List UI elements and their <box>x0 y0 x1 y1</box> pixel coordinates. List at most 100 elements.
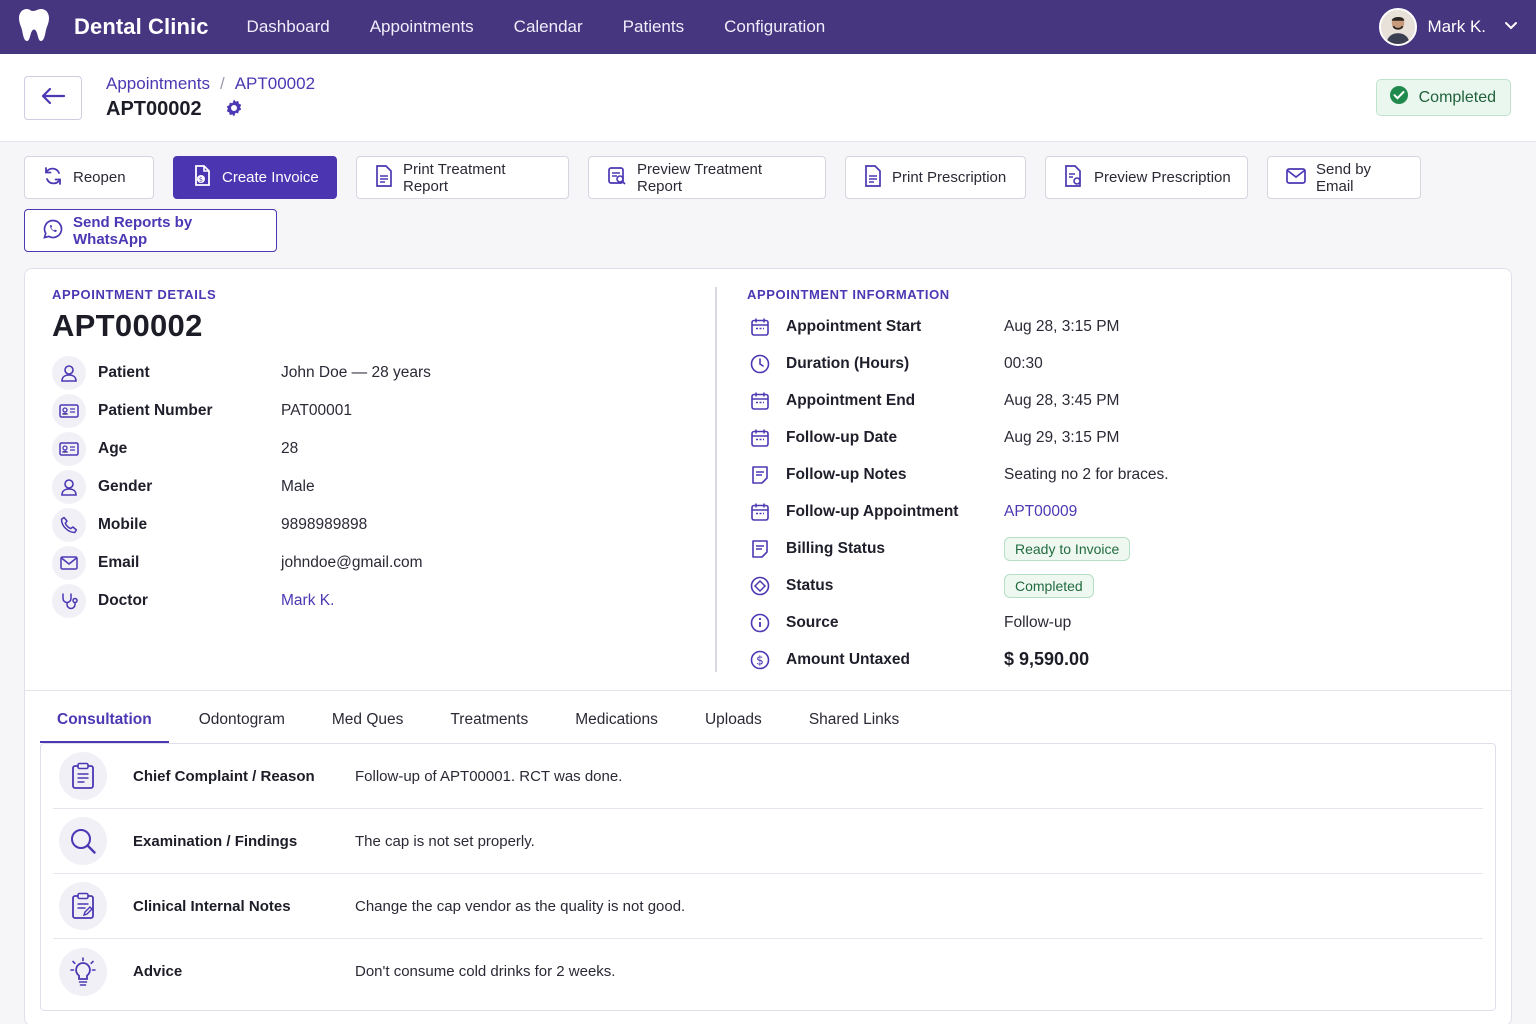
nav-dashboard[interactable]: Dashboard <box>246 17 330 36</box>
field-value: 28 <box>281 440 299 457</box>
top-navbar: Dental Clinic Dashboard Appointments Cal… <box>0 0 1536 54</box>
info-amount-untaxed: $ Amount Untaxed $ 9,590.00 <box>747 641 1511 678</box>
preview-treatment-report-button[interactable]: Preview Treatment Report <box>588 156 826 199</box>
svg-text:$: $ <box>756 653 764 667</box>
doctor-link[interactable]: Mark K. <box>281 592 335 609</box>
tab-uploads[interactable]: Uploads <box>704 711 762 728</box>
id-card-icon <box>52 394 86 428</box>
note-icon <box>747 536 773 562</box>
info-label: Appointment End <box>786 391 916 409</box>
info-value: Aug 29, 3:15 PM <box>1004 428 1120 446</box>
field-value: John Doe — 28 years <box>281 364 431 381</box>
dollar-icon: $ <box>747 647 773 673</box>
gear-icon[interactable] <box>224 98 244 122</box>
preview-document-icon <box>607 166 627 190</box>
consultation-value: Follow-up of APT00001. RCT was done. <box>355 767 623 785</box>
magnifier-icon <box>59 817 107 865</box>
send-by-email-button[interactable]: Send by Email <box>1267 156 1421 199</box>
info-follow-up-notes: Follow-up Notes Seating no 2 for braces. <box>747 456 1511 493</box>
tab-consultation[interactable]: Consultation <box>40 711 169 743</box>
mail-icon <box>52 546 86 580</box>
page-title: APT00002 <box>106 98 202 120</box>
create-invoice-label: Create Invoice <box>222 169 319 186</box>
chevron-down-icon[interactable] <box>1504 18 1518 36</box>
appointment-info-column: APPOINTMENT INFORMATION Appointment Star… <box>717 287 1511 690</box>
field-value[interactable]: johndoe@gmail.com <box>281 554 423 571</box>
consultation-label: Advice <box>133 963 183 980</box>
appointment-id: APT00002 <box>52 308 203 343</box>
tab-medications[interactable]: Medications <box>575 711 658 728</box>
field-value: 9898989898 <box>281 516 368 533</box>
field-label: Patient <box>98 364 150 381</box>
info-value: Aug 28, 3:15 PM <box>1004 317 1120 335</box>
consultation-row: Examination / Findings The cap is not se… <box>53 809 1483 874</box>
field-label: Patient Number <box>98 402 213 419</box>
field-doctor: Doctor Mark K. <box>52 582 715 620</box>
brand[interactable]: Dental Clinic <box>18 7 209 47</box>
reopen-button[interactable]: Reopen <box>24 156 154 199</box>
consultation-panel: Chief Complaint / Reason Follow-up of AP… <box>40 743 1496 1011</box>
mail-icon <box>1286 167 1306 188</box>
consultation-value: Change the cap vendor as the quality is … <box>355 897 686 915</box>
field-label: Doctor <box>98 592 148 609</box>
field-value: Male <box>281 478 315 495</box>
follow-up-appointment-link[interactable]: APT00009 <box>1004 502 1078 520</box>
consultation-label: Examination / Findings <box>133 832 298 850</box>
breadcrumb-separator: / <box>219 73 225 93</box>
appointment-details-column: APPOINTMENT DETAILS APT00002 Patient Joh… <box>25 287 717 672</box>
field-label: Age <box>98 440 128 457</box>
send-whatsapp-label: Send Reports by WhatsApp <box>73 213 193 248</box>
info-duration: Duration (Hours) 00:30 <box>747 345 1511 382</box>
info-follow-up-date: Follow-up Date Aug 29, 3:15 PM <box>747 419 1511 456</box>
tab-shared-links[interactable]: Shared Links <box>808 711 900 728</box>
consultation-row: Chief Complaint / Reason Follow-up of AP… <box>53 744 1483 809</box>
info-label: Status <box>786 576 834 594</box>
nav-appointments[interactable]: Appointments <box>369 17 474 36</box>
details-section: APPOINTMENT DETAILS APT00002 Patient Joh… <box>25 269 1511 691</box>
consultation-label: Clinical Internal Notes <box>133 897 291 915</box>
user-menu[interactable]: Mark K. <box>1379 8 1518 46</box>
consultation-value: The cap is not set properly. <box>355 832 535 850</box>
calendar-icon <box>747 499 773 525</box>
info-source: Source Follow-up <box>747 604 1511 641</box>
tab-odontogram[interactable]: Odontogram <box>198 711 285 728</box>
field-label: Mobile <box>98 516 148 533</box>
preview-prescription-button[interactable]: Preview Prescription <box>1045 156 1248 199</box>
breadcrumb: Appointments / APT00002 APT00002 <box>106 74 315 122</box>
avatar <box>1379 8 1418 46</box>
send-whatsapp-button[interactable]: Send Reports by WhatsApp <box>24 209 277 252</box>
consultation-row: Advice Don't consume cold drinks for 2 w… <box>53 939 1483 1004</box>
document-icon <box>864 164 882 191</box>
action-bar: Reopen $ Create Invoice Print Treatment … <box>0 142 1536 252</box>
breadcrumb-appointments[interactable]: Appointments <box>106 73 210 93</box>
document-icon <box>375 164 393 191</box>
print-prescription-label: Print Prescription <box>892 169 1007 186</box>
nav-configuration[interactable]: Configuration <box>724 17 826 36</box>
field-patient-number: Patient Number PAT00001 <box>52 392 715 430</box>
send-by-email-label: Send by Email <box>1316 160 1372 195</box>
info-label: Appointment Start <box>786 317 922 335</box>
info-icon <box>747 610 773 636</box>
create-invoice-button[interactable]: $ Create Invoice <box>173 156 337 199</box>
status-icon <box>747 573 773 599</box>
back-button[interactable] <box>24 75 82 120</box>
info-value: 00:30 <box>1004 354 1043 372</box>
print-treatment-report-button[interactable]: Print Treatment Report <box>356 156 569 199</box>
billing-status-badge: Ready to Invoice <box>1004 536 1131 561</box>
nav-calendar[interactable]: Calendar <box>513 17 583 36</box>
tab-med-ques[interactable]: Med Ques <box>331 711 404 728</box>
info-label: Follow-up Appointment <box>786 502 959 520</box>
preview-treatment-report-label: Preview Treatment Report <box>637 160 763 195</box>
main-nav: Dashboard Appointments Calendar Patients… <box>247 0 846 54</box>
reopen-label: Reopen <box>73 169 126 186</box>
preview-prescription-icon <box>1064 164 1084 191</box>
print-prescription-button[interactable]: Print Prescription <box>845 156 1026 199</box>
invoice-icon: $ <box>192 164 212 191</box>
nav-patients[interactable]: Patients <box>622 17 685 36</box>
status-badge: Completed <box>1004 573 1094 598</box>
phone-icon <box>52 508 86 542</box>
field-email: Email johndoe@gmail.com <box>52 544 715 582</box>
breadcrumb-current[interactable]: APT00002 <box>234 73 316 93</box>
tab-treatments[interactable]: Treatments <box>450 711 529 728</box>
person-icon <box>52 356 86 390</box>
